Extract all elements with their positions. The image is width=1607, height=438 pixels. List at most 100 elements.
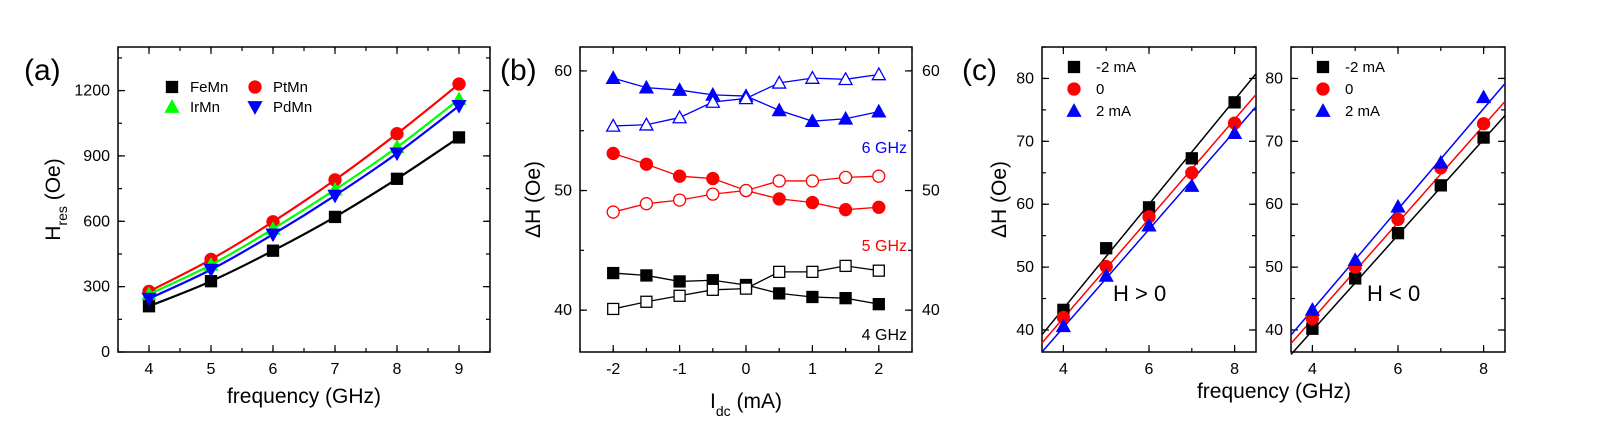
data-point [327,189,343,204]
data-point [638,79,655,94]
data-point [838,170,853,185]
x-axis-label-sub: dc [716,403,731,419]
data-point [390,172,404,185]
data-point [605,70,621,84]
x-tick-label: -2 [606,361,620,378]
data-point [706,171,720,186]
data-point [1185,152,1198,165]
legend-marker [1067,60,1081,74]
data-point [1228,96,1241,109]
x-tick-label: 1 [808,361,817,378]
panel-label: (c) [962,54,997,87]
data-point [1347,252,1363,267]
data-point [1433,154,1449,169]
field-direction-label: H > 0 [1113,281,1166,306]
y-axis-label-suffix: (Oe) [42,158,65,206]
x-tick-label: 6 [1394,361,1403,378]
data-point [738,90,754,105]
y-tick-label: 40 [1265,322,1283,339]
data-point [1185,166,1199,180]
data-point [1391,212,1405,226]
y-tick-label: 40 [1016,322,1034,339]
data-point [773,287,786,300]
y-axis-label: Hres (Oe) [42,158,70,240]
y-tick-label-right: 60 [922,63,940,80]
data-point [1391,226,1405,240]
data-point [706,283,719,296]
data-point [805,195,820,210]
data-point [1475,89,1492,104]
x-tick-label: 4 [145,361,154,378]
legend-marker [247,101,263,115]
data-point [451,99,467,114]
data-point [141,292,157,307]
data-point [672,193,687,207]
data-point [839,292,852,305]
legend-marker [164,99,180,113]
data-point [607,302,620,316]
legend-label: -2 mA [1345,59,1385,76]
y-tick-label: 70 [1016,133,1034,150]
x-tick-label: 5 [207,361,216,378]
data-point [1349,272,1362,285]
legend-label: -2 mA [1096,59,1136,76]
series-line [148,83,460,293]
data-point [672,169,687,183]
data-point [671,109,688,124]
data-point [739,282,753,295]
legend-label: PtMn [273,79,308,96]
data-point [640,269,653,282]
data-point [1390,198,1406,213]
y-tick-label: 0 [101,344,110,361]
legend-marker [1066,103,1082,117]
data-point [806,265,819,279]
legend-marker [165,80,179,94]
legend: -2 mA 0 2 mA [1066,59,1136,120]
data-point [839,259,852,273]
legend-marker [248,80,262,94]
data-point [203,263,219,278]
data-point [872,264,885,277]
x-tick-label: 6 [1145,361,1154,378]
data-point [773,265,786,279]
x-axis-label: frequency (GHz) [227,385,381,408]
y-tick-label: 40 [554,302,572,319]
data-point [705,94,721,108]
legend-label: 0 [1096,81,1104,98]
data-point [837,110,854,125]
data-point [837,71,854,86]
x-tick-label: 8 [393,361,402,378]
data-point [804,113,821,128]
data-point [772,192,786,206]
data-point [389,147,405,162]
legend-marker [1067,82,1081,96]
legend: FeMn PtMn IrMn PdMn [164,79,312,116]
legend: -2 mA 0 2 mA [1315,59,1385,120]
data-point [706,187,720,201]
x-tick-label: 6 [269,361,278,378]
series-line [612,152,879,211]
x-tick-label: 4 [1059,361,1068,378]
y-axis-label-main: H [42,226,65,241]
panel-label: (b) [500,54,537,87]
data-point [1476,117,1491,131]
x-axis-label-main: I [710,390,716,413]
data-point [771,102,787,117]
legend-marker [1316,60,1330,74]
data-point [872,298,885,311]
data-point [607,266,620,280]
y-axis-label-sub: res [54,206,70,225]
y-tick-label: 80 [1265,70,1283,87]
x-tick-label: 8 [1230,361,1239,378]
x-tick-label: 4 [1308,361,1317,378]
y-tick-label: 600 [83,213,110,230]
data-point [771,75,787,89]
legend-label: 0 [1345,81,1353,98]
y-tick-label: 50 [1016,259,1034,276]
series-line [148,98,460,296]
y-tick-label: 900 [83,148,110,165]
frequency-annotation: 5 GHz [862,238,907,255]
x-tick-label: 8 [1479,361,1488,378]
data-point [1055,318,1072,333]
